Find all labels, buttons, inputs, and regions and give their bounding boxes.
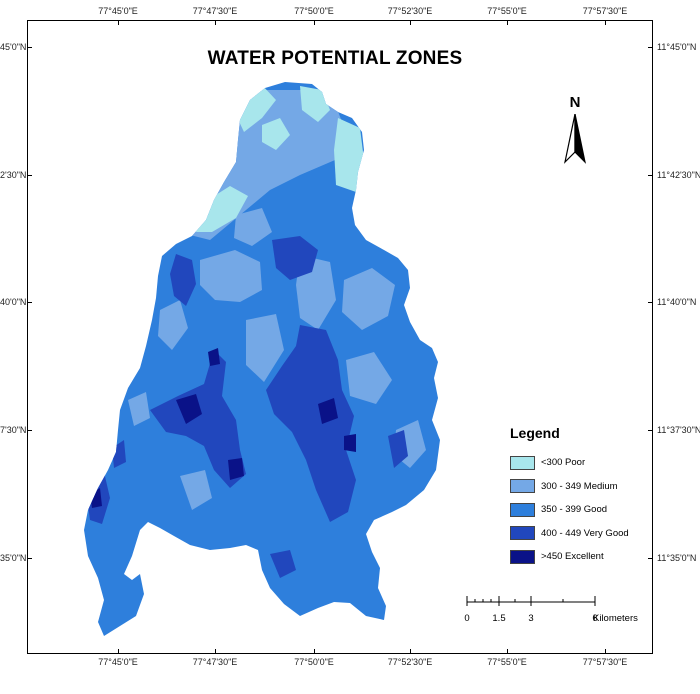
- scale-label: 3: [528, 613, 534, 624]
- zone-very-good: [266, 325, 356, 522]
- graticule-tickmark: [27, 175, 32, 176]
- graticule-tickmark: [605, 649, 606, 654]
- graticule-tickmark: [118, 649, 119, 654]
- graticule-tickmark: [118, 20, 119, 25]
- zone-excellent: [318, 398, 338, 424]
- graticule-tickmark: [27, 47, 32, 48]
- zone-medium: [180, 470, 212, 510]
- graticule-tickmark: [410, 649, 411, 654]
- legend-label: >450 Excellent: [541, 551, 604, 563]
- legend-label: 400 - 449 Very Good: [541, 527, 629, 539]
- graticule-left-label: 40'0"N: [0, 297, 27, 307]
- graticule-right-label: 11°40'0"N: [657, 297, 697, 307]
- zone-excellent: [90, 488, 102, 508]
- graticule-tickmark: [507, 20, 508, 25]
- graticule-left-label: 35'0"N: [0, 553, 27, 563]
- graticule-right-label: 11°42'30"N: [657, 170, 700, 180]
- graticule-top-label: 77°52'30"E: [387, 6, 433, 16]
- graticule-tickmark: [648, 47, 653, 48]
- zone-medium: [346, 352, 392, 404]
- zone-medium: [234, 208, 272, 246]
- graticule-top-label: 77°45'0"E: [98, 6, 138, 16]
- legend-item-excellent: >450 Excellent: [510, 545, 640, 569]
- legend-item-poor: <300 Poor: [510, 451, 640, 475]
- graticule-left-label: 45'0"N: [0, 42, 27, 52]
- legend-swatch: [510, 479, 535, 494]
- graticule-right-label: 11°35'0"N: [657, 553, 697, 563]
- legend-item-good: 350 - 399 Good: [510, 498, 640, 522]
- graticule-bottom-label: 77°47'30"E: [192, 657, 238, 667]
- zone-very-good: [270, 550, 296, 578]
- graticule-tickmark: [27, 558, 32, 559]
- graticule-bottom-label: 77°45'0"E: [98, 657, 138, 667]
- zone-excellent: [228, 458, 244, 480]
- zone-poor: [334, 118, 364, 192]
- legend-swatch: [510, 455, 535, 470]
- graticule-tickmark: [314, 20, 315, 25]
- graticule-right-label: 11°45'0"N: [657, 42, 697, 52]
- zone-very-good: [150, 350, 246, 488]
- legend-item-very-good: 400 - 449 Very Good: [510, 522, 640, 546]
- graticule-left-label: 7'30"N: [0, 425, 27, 435]
- legend-item-medium: 300 - 349 Medium: [510, 475, 640, 499]
- zone-very-good: [170, 254, 196, 306]
- graticule-left-label: 2'30"N: [0, 170, 27, 180]
- legend-swatch: [510, 526, 535, 541]
- zone-poor: [262, 118, 290, 150]
- graticule-bottom-label: 77°57'30"E: [582, 657, 628, 667]
- graticule-top-label: 77°47'30"E: [192, 6, 238, 16]
- zone-excellent: [344, 434, 356, 452]
- graticule-tickmark: [215, 20, 216, 25]
- graticule-top-label: 77°55'0"E: [487, 6, 527, 16]
- north-arrow-icon: N: [560, 94, 590, 166]
- north-arrow-shape: [564, 114, 586, 164]
- graticule-tickmark: [507, 649, 508, 654]
- graticule-tickmark: [605, 20, 606, 25]
- graticule-bottom-label: 77°52'30"E: [387, 657, 433, 667]
- graticule-right-label: 11°37'30"N: [657, 425, 700, 435]
- graticule-tickmark: [648, 175, 653, 176]
- zone-very-good: [388, 430, 408, 468]
- zone-medium: [200, 250, 262, 302]
- zone-excellent: [208, 348, 220, 366]
- scale-unit: Kilometers: [593, 613, 638, 624]
- graticule-tickmark: [648, 430, 653, 431]
- zone-excellent: [176, 394, 202, 424]
- graticule-bottom-label: 77°55'0"E: [487, 657, 527, 667]
- scale-bar: 0 1.5 3 6 Kilometers: [462, 596, 662, 628]
- legend-label: <300 Poor: [541, 457, 586, 469]
- zone-poor: [196, 186, 248, 232]
- zone-medium: [158, 300, 188, 350]
- graticule-tickmark: [648, 302, 653, 303]
- north-label: N: [569, 94, 581, 111]
- graticule-tickmark: [410, 20, 411, 25]
- legend: Legend <300 Poor 300 - 349 Medium 350 - …: [510, 425, 640, 569]
- graticule-tickmark: [648, 558, 653, 559]
- graticule-tickmark: [215, 649, 216, 654]
- zone-very-good: [272, 236, 318, 280]
- zone-poor: [300, 86, 330, 122]
- legend-label: 350 - 399 Good: [541, 504, 608, 516]
- zone-medium: [128, 392, 150, 426]
- graticule-top-label: 77°50'0"E: [294, 6, 334, 16]
- map-title: WATER POTENTIAL ZONES: [207, 48, 463, 69]
- legend-title: Legend: [510, 425, 560, 441]
- graticule-tickmark: [27, 430, 32, 431]
- scale-label: 0: [464, 613, 470, 624]
- graticule-tickmark: [27, 302, 32, 303]
- graticule-tickmark: [314, 649, 315, 654]
- legend-swatch: [510, 502, 535, 517]
- scale-label: 6: [592, 613, 598, 624]
- scale-label: 1.5: [492, 613, 506, 624]
- graticule-bottom-label: 77°50'0"E: [294, 657, 334, 667]
- graticule-top-label: 77°57'30"E: [582, 6, 628, 16]
- legend-label: 300 - 349 Medium: [541, 480, 618, 492]
- zone-medium: [246, 314, 284, 382]
- scale-bar-ruler: [466, 596, 596, 606]
- legend-swatch: [510, 549, 535, 564]
- zone-medium: [342, 268, 395, 330]
